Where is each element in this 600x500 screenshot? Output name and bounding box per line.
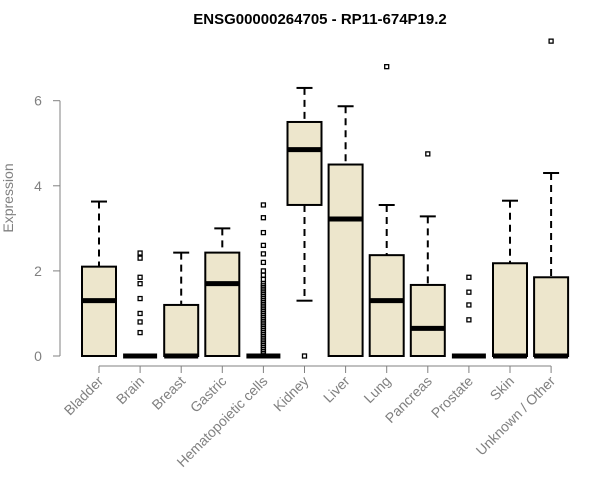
outlier-point (260, 272, 267, 278)
box-body (533, 276, 570, 357)
box-body (409, 283, 446, 357)
y-axis-label: Expression (0, 163, 16, 232)
outlier-point (137, 295, 143, 302)
x-tick-label: Bladder (61, 373, 107, 419)
y-tick-label: 4 (34, 178, 42, 194)
outlier-point (137, 329, 143, 336)
box-breast (163, 251, 200, 359)
outlier-point (137, 281, 143, 287)
outlier-point (260, 202, 267, 208)
outlier-point (260, 242, 267, 249)
outlier-point (260, 268, 267, 274)
x-tick-label: Liver (320, 373, 353, 406)
x-tick-label: Brain (113, 373, 147, 407)
outlier-point (466, 302, 472, 308)
outlier-point (137, 274, 143, 280)
outlier-point (137, 255, 143, 261)
outlier-point (384, 64, 390, 70)
x-tick-label: Breast (148, 373, 188, 413)
y-axis: 0 2 4 6 (34, 93, 61, 364)
box-unknown-other (533, 38, 570, 359)
outlier-point (260, 251, 267, 257)
box-kidney (286, 86, 323, 359)
box-liver (327, 105, 364, 357)
chart-title: ENSG00000264705 - RP11-674P19.2 (193, 11, 447, 28)
x-tick-label: Lung (360, 373, 393, 406)
outlier-point (466, 289, 472, 295)
outlier-point (137, 319, 143, 325)
box-body (492, 262, 528, 357)
outlier-point (260, 215, 267, 221)
x-tick-label: Skin (487, 373, 518, 404)
box-prostate (451, 274, 486, 359)
outlier-point (137, 310, 143, 317)
outlier-point (260, 259, 267, 266)
y-tick-label: 2 (34, 263, 42, 279)
box-gastric (204, 227, 241, 357)
outlier-point (260, 276, 267, 283)
y-tick-label: 6 (34, 93, 42, 109)
box-body (204, 251, 241, 357)
box-body (286, 120, 323, 206)
outlier-point (137, 250, 143, 256)
outlier-point (466, 317, 472, 323)
x-tick-label: Kidney (270, 373, 312, 415)
y-tick-label: 0 (34, 348, 42, 364)
outlier-point (260, 229, 267, 236)
outlier-point (466, 274, 472, 280)
outlier-point (301, 353, 308, 359)
box-body (368, 254, 405, 357)
box-body (163, 303, 200, 358)
box-body (327, 163, 364, 357)
box-bladder (81, 200, 117, 357)
box-lung (368, 64, 405, 357)
box-series (81, 38, 570, 359)
outlier-point (425, 151, 431, 157)
box-hematopoietic-cells (246, 202, 281, 359)
outlier-point (548, 38, 554, 44)
x-tick-label: Prostate (428, 373, 476, 421)
box-skin (492, 199, 528, 359)
box-pancreas (409, 151, 446, 357)
box-brain (123, 250, 158, 359)
box-body (81, 265, 117, 357)
